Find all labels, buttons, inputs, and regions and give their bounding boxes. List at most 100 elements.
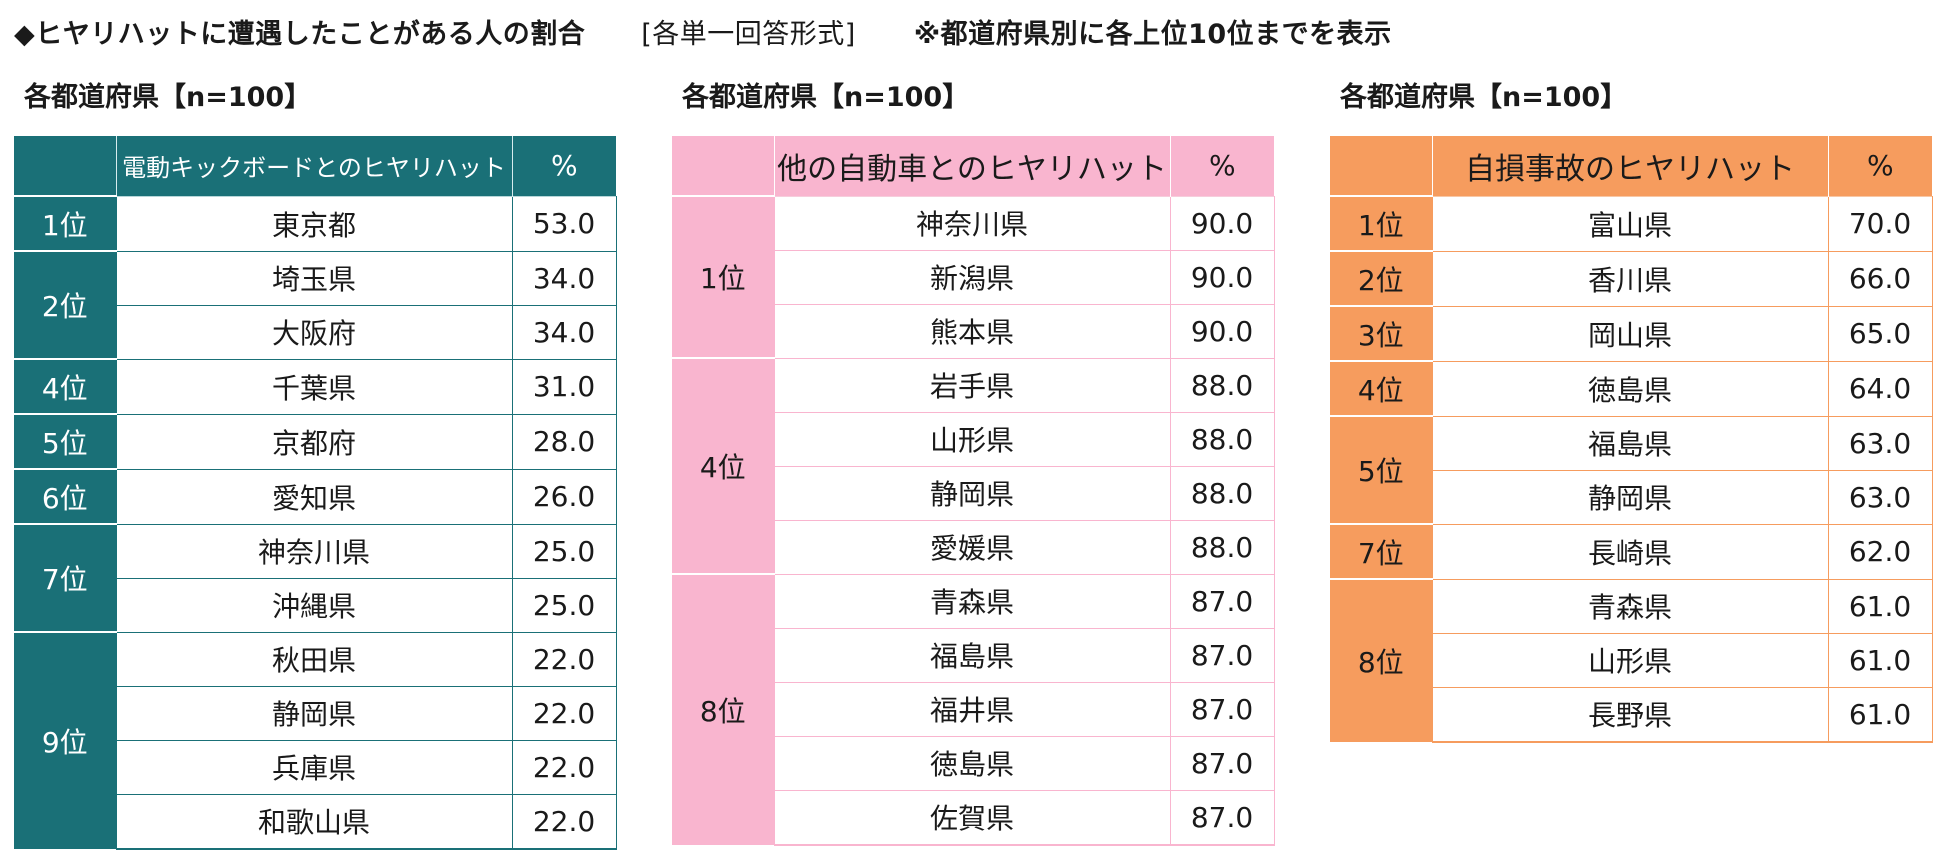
prefecture-cell: 静岡県 [773,465,1171,521]
panel-e-scooter: 各都道府県【n=100】 電動キックボードとのヒヤリハット % 1位 東京都 53.… [14,72,632,850]
table-row: 4位 岩手県 88.0 [672,357,1275,574]
ranking-table: 電動キックボードとのヒヤリハット % 1位 東京都 53.0 2位 埼玉県 34.0 大阪府… [14,136,617,850]
percent-cell: 90.0 [1169,249,1275,305]
table-row: 1位 神奈川県 90.0 [672,195,1275,358]
ranking-table: 他の自動車とのヒヤリハット % 1位 神奈川県 90.0 新潟県 90.0 熊本県 90.0… [672,136,1275,846]
table-row: 長野県 61.0 [1330,686,1933,743]
percent-cell: 65.0 [1827,305,1933,362]
table-row: 2位 埼玉県 34.0 [14,250,617,359]
table-row: 熊本県 90.0 [672,303,1275,359]
rank-cell: 3位 [1330,305,1432,361]
prefecture-cell: 福井県 [773,681,1171,737]
rank-cell: 1位 [1330,195,1432,251]
prefecture-cell: 愛媛県 [773,519,1171,575]
panel-label: 各都道府県【n=100】 [1340,82,1628,113]
percent-cell: 61.0 [1827,578,1933,634]
table-row: 5位 京都府 28.0 [14,413,617,470]
rank-cell: 1位 [672,195,774,358]
table-row: 大阪府 34.0 [14,304,617,360]
table-row: 9位 秋田県 22.0 [14,631,617,849]
percent-cell: 66.0 [1827,250,1933,307]
rank-cell: 6位 [14,468,116,524]
percent-cell: 22.0 [511,685,617,741]
prefecture-cell: 沖縄県 [115,577,513,633]
percent-cell: 88.0 [1169,357,1275,413]
rank-column-header [672,136,774,196]
percent-cell: 87.0 [1169,627,1275,683]
prefecture-cell: 福島県 [773,627,1171,683]
prefecture-cell: 香川県 [1431,250,1829,307]
table-row: 3位 岡山県 65.0 [1330,305,1933,362]
rank-cell: 2位 [14,250,116,359]
prefecture-cell: 大阪府 [115,304,513,360]
item-column-header: 自損事故のヒヤリハット [1431,136,1828,196]
page-title: ◆ヒヤリハットに遭遇したことがある人の割合 [14,18,586,50]
prefecture-cell: 青森県 [773,573,1171,629]
rank-cell: 5位 [1330,415,1432,524]
table-row: 5位 福島県 63.0 [1330,415,1933,524]
prefecture-cell: 静岡県 [115,685,513,741]
prefecture-cell: 佐賀県 [773,789,1171,846]
prefecture-cell: 神奈川県 [773,195,1171,251]
rank-cell: 5位 [14,413,116,469]
prefecture-cell: 山形県 [1431,632,1829,688]
prefecture-cell: 東京都 [115,195,513,252]
prefecture-cell: 青森県 [1431,578,1829,634]
percent-cell: 90.0 [1169,303,1275,359]
table-row: 福島県 87.0 [672,627,1275,683]
header: ◆ヒヤリハットに遭遇したことがある人の割合 [各単一回答形式] ※都道府県別に各… [14,8,1392,54]
percent-cell: 22.0 [511,631,617,687]
table-header-row: 自損事故のヒヤリハット % [1330,136,1932,196]
table-row: 山形県 88.0 [672,411,1275,467]
table-row: 山形県 61.0 [1330,632,1933,688]
table-row: 佐賀県 87.0 [672,789,1275,846]
prefecture-cell: 徳島県 [1431,360,1829,417]
panel-other-car: 各都道府県【n=100】 他の自動車とのヒヤリハット % 1位 神奈川県 90.0 新… [672,72,1290,846]
rank-column-header [1330,136,1432,196]
percent-cell: 34.0 [511,250,617,306]
item-column-header: 電動キックボードとのヒヤリハット [115,136,512,196]
prefecture-cell: 兵庫県 [115,739,513,795]
rank-cell: 1位 [14,195,116,251]
table-header-row: 電動キックボードとのヒヤリハット % [14,136,616,196]
percent-cell: 34.0 [511,304,617,360]
table-row: 1位 東京都 53.0 [14,195,617,252]
percent-column-header: % [1169,136,1274,196]
panel-label: 各都道府県【n=100】 [682,82,970,113]
prefecture-cell: 山形県 [773,411,1171,467]
percent-cell: 70.0 [1827,195,1933,252]
percent-cell: 28.0 [511,413,617,470]
table-row: 8位 青森県 87.0 [672,573,1275,845]
percent-cell: 25.0 [511,577,617,633]
panel-self-accident: 各都道府県【n=100】 自損事故のヒヤリハット % 1位 富山県 70.0 2位 香川… [1330,72,1948,743]
percent-cell: 25.0 [511,523,617,579]
rank-cell: 4位 [14,358,116,414]
rank-cell: 8位 [672,573,774,845]
prefecture-cell: 富山県 [1431,195,1829,252]
ranking-table: 自損事故のヒヤリハット % 1位 富山県 70.0 2位 香川県 66.0 3位 岡山県 65.… [1330,136,1933,743]
percent-cell: 63.0 [1827,469,1933,525]
prefecture-cell: 岡山県 [1431,305,1829,362]
rank-cell: 4位 [672,357,774,574]
percent-column-header: % [511,136,616,196]
table-row: 愛媛県 88.0 [672,519,1275,575]
prefecture-cell: 神奈川県 [115,523,513,579]
rank-cell: 2位 [1330,250,1432,306]
table-row: 4位 徳島県 64.0 [1330,360,1933,417]
percent-cell: 90.0 [1169,195,1275,251]
prefecture-cell: 熊本県 [773,303,1171,359]
percent-cell: 22.0 [511,739,617,795]
percent-cell: 87.0 [1169,681,1275,737]
prefecture-cell: 岩手県 [773,357,1171,413]
prefecture-cell: 長崎県 [1431,523,1829,580]
prefecture-cell: 長野県 [1431,686,1829,743]
percent-cell: 53.0 [511,195,617,252]
prefecture-cell: 新潟県 [773,249,1171,305]
rank-cell: 7位 [1330,523,1432,579]
table-row: 1位 富山県 70.0 [1330,195,1933,252]
percent-cell: 63.0 [1827,415,1933,471]
percent-column-header: % [1827,136,1932,196]
percent-cell: 87.0 [1169,789,1275,846]
percent-cell: 88.0 [1169,411,1275,467]
percent-cell: 87.0 [1169,735,1275,791]
